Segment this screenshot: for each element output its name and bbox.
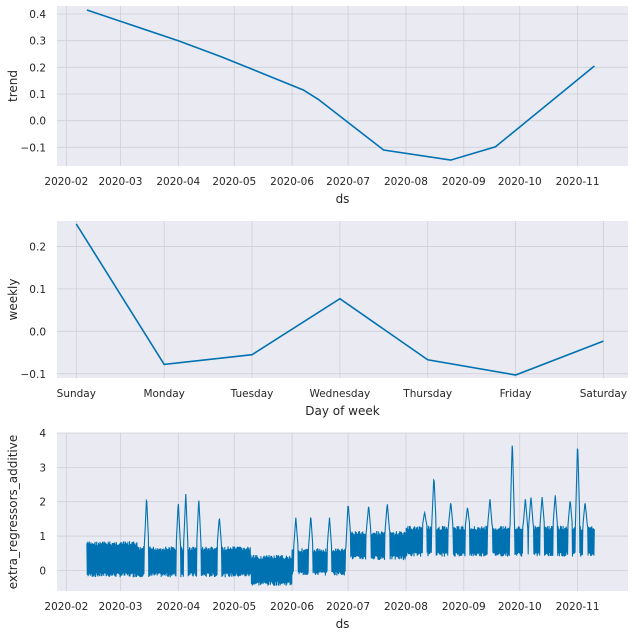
extra_regressors_additive-x-tick-label: 2020-09 xyxy=(442,601,486,613)
trend-x-axis-title: ds xyxy=(336,192,350,206)
weekly-x-tick-label: Monday xyxy=(143,388,184,400)
weekly-y-tick-label: 0.0 xyxy=(29,326,46,338)
trend-y-tick-label: −0.1 xyxy=(21,142,47,154)
weekly-y-tick-label: 0.2 xyxy=(29,241,46,253)
weekly-y-tick-label: 0.1 xyxy=(29,284,46,296)
trend-x-tick-label: 2020-05 xyxy=(212,176,256,188)
extra_regressors_additive-y-tick-label: 4 xyxy=(39,428,46,440)
weekly-x-tick-label: Friday xyxy=(500,388,532,400)
extra_regressors_additive-x-tick-label: 2020-04 xyxy=(156,601,200,613)
extra_regressors_additive-x-tick-label: 2020-08 xyxy=(384,601,428,613)
extra_regressors_additive-y-tick-label: 3 xyxy=(39,462,46,474)
trend-series xyxy=(86,9,595,161)
trend-x-tick-label: 2020-02 xyxy=(44,176,88,188)
extra_regressors_additive-y-tick-label: 1 xyxy=(39,531,46,543)
trend-y-tick-label: 0.3 xyxy=(29,36,46,48)
extra_regressors_additive-y-axis-title: extra_regressors_additive xyxy=(6,435,20,589)
trend-y-tick-label: 0.4 xyxy=(29,9,46,21)
extra_regressors_additive-x-tick-label: 2020-05 xyxy=(212,601,256,613)
trend-panel: 2020-02 2020-03 2020-04 2020-05 2020-06 2020-… xyxy=(6,6,628,206)
weekly-x-axis-title: Day of week xyxy=(305,404,379,418)
trend-y-tick-label: 0.0 xyxy=(29,116,46,128)
weekly-x-tick-label: Thursday xyxy=(402,388,452,400)
weekly-y-axis-title: weekly xyxy=(6,279,20,321)
trend-x-tick-label: 2020-03 xyxy=(99,176,143,188)
trend-y-tick-label: 0.1 xyxy=(29,89,46,101)
trend-y-tick-label: 0.2 xyxy=(29,62,46,74)
weekly-x-tick-label: Sunday xyxy=(57,388,96,400)
trend-x-tick-label: 2020-11 xyxy=(556,176,600,188)
extra-regressors-panel: 2020-02 2020-03 2020-04 2020-05 2020-06 2020-… xyxy=(6,428,628,631)
extra_regressors_additive-x-tick-label: 2020-10 xyxy=(498,601,542,613)
extra_regressors_additive-series xyxy=(86,445,595,586)
weekly-x-tick-label: Saturday xyxy=(580,388,627,400)
extra_regressors_additive-x-axis-title: ds xyxy=(336,617,350,631)
trend-plot-area xyxy=(57,6,628,166)
extra_regressors_additive-x-tick-label: 2020-02 xyxy=(44,601,88,613)
extra_regressors_additive-x-tick-label: 2020-06 xyxy=(270,601,314,613)
trend-x-tick-label: 2020-09 xyxy=(442,176,486,188)
trend-y-axis-title: trend xyxy=(6,70,20,102)
extra_regressors_additive-line xyxy=(86,445,595,586)
weekly-x-tick-label: Wednesday xyxy=(309,388,370,400)
weekly-series xyxy=(75,223,604,376)
extra_regressors_additive-x-tick-label: 2020-11 xyxy=(556,601,600,613)
trend-line xyxy=(86,9,595,161)
trend-x-tick-label: 2020-04 xyxy=(156,176,200,188)
extra_regressors_additive-y-tick-label: 0 xyxy=(39,565,46,577)
extra_regressors_additive-x-tick-label: 2020-07 xyxy=(326,601,370,613)
weekly-panel: Sunday Monday Tuesday Wednesday Thursday Frid… xyxy=(6,221,628,418)
weekly-plot-area xyxy=(57,221,628,378)
trend-x-tick-label: 2020-07 xyxy=(326,176,370,188)
trend-x-tick-label: 2020-06 xyxy=(270,176,314,188)
extra_regressors_additive-x-tick-label: 2020-03 xyxy=(99,601,143,613)
extra_regressors_additive-y-tick-label: 2 xyxy=(39,497,46,509)
trend-x-tick-label: 2020-10 xyxy=(498,176,542,188)
weekly-x-tick-label: Tuesday xyxy=(230,388,274,400)
weekly-y-tick-label: −0.1 xyxy=(21,369,47,381)
trend-x-tick-label: 2020-08 xyxy=(384,176,428,188)
weekly-line xyxy=(75,223,604,376)
